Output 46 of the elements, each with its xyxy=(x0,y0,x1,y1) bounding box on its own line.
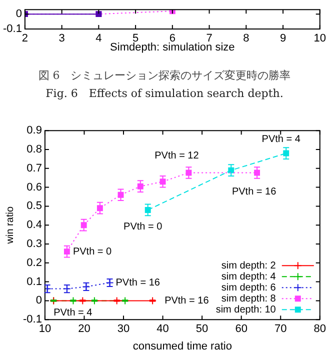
y-tick-label: 0.7 xyxy=(26,162,42,174)
y-tick-label: 0.3 xyxy=(26,238,42,250)
legend-label: sim depth: 10 xyxy=(216,304,276,316)
legend-label: sim depth: 6 xyxy=(221,282,276,294)
y-tick-label: 0.9 xyxy=(26,124,42,137)
point xyxy=(112,296,121,305)
y-axis-title: win ratio xyxy=(4,206,16,245)
x-tick-label: 30 xyxy=(117,323,130,336)
annotation: PVth = 16 xyxy=(116,277,160,288)
caption: Fig. 6 Effects of simulation search depth. xyxy=(44,86,284,101)
y-tick-label: 0.8 xyxy=(26,144,42,156)
y-tick-label: -0.1 xyxy=(2,23,22,36)
caption: 図 6 シミュレーション探索のサイズ変更時の勝率 xyxy=(37,68,292,83)
x-tick-label: 40 xyxy=(156,323,169,336)
legend-label: sim depth: 4 xyxy=(221,271,276,282)
annotation: PVth = 4 xyxy=(54,307,93,318)
y-tick-label: 0.5 xyxy=(26,200,42,212)
annotation: PVth = 0 xyxy=(72,246,112,258)
y-tick-label: 0.1 xyxy=(26,276,42,288)
legend-label: sim depth: 2 xyxy=(221,260,276,272)
annotation: PVth = 16 xyxy=(164,295,210,306)
x-tick-label: 8 xyxy=(243,32,250,45)
x-tick-label: 3 xyxy=(58,32,65,45)
annotation: PVth = 0 xyxy=(124,222,163,233)
x-tick-label: 60 xyxy=(235,323,248,336)
annotation: PVth = 16 xyxy=(232,186,277,198)
x-tick-label: 50 xyxy=(196,323,208,336)
x-tick-label: 10 xyxy=(38,323,52,336)
point xyxy=(78,296,87,305)
y-tick-label: 0.6 xyxy=(26,181,42,194)
x-tick-label: 9 xyxy=(280,32,286,45)
annotation: PVth = 12 xyxy=(154,150,200,162)
y-tick-label: 0.4 xyxy=(26,219,42,232)
x-tick-label: 2 xyxy=(22,32,28,45)
x-tick-label: 80 xyxy=(314,323,326,336)
y-tick-label: 0.2 xyxy=(26,256,42,269)
x-axis-title: consumed time ratio xyxy=(132,340,232,352)
x-tick-label: 20 xyxy=(78,323,90,336)
y-tick-label: 0 xyxy=(16,8,22,20)
x-tick-label: 70 xyxy=(274,323,287,336)
x-tick-label: 4 xyxy=(96,32,102,45)
legend-label: sim depth: 8 xyxy=(221,293,276,304)
x-tick-label: 10 xyxy=(314,32,326,45)
y-tick-label: 0 xyxy=(36,294,42,307)
annotation: PVth = 4 xyxy=(262,134,301,146)
y-tick-label: -0.1 xyxy=(22,314,42,326)
